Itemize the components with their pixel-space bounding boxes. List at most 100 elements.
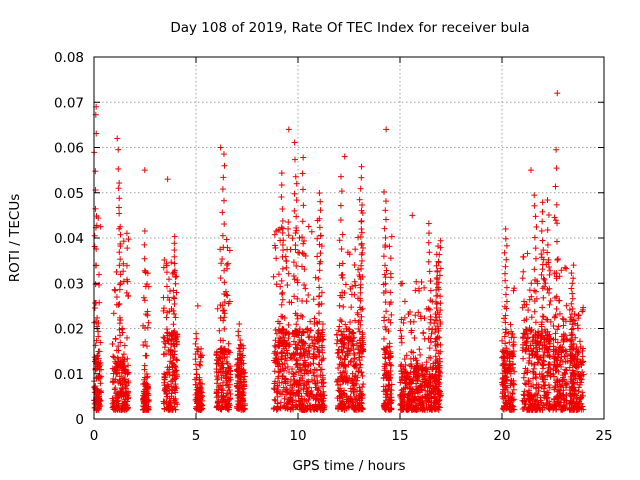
data-point [171, 368, 178, 375]
data-point [120, 278, 127, 285]
data-point [531, 266, 538, 273]
x-tick-label: 15 [391, 428, 408, 444]
data-point [342, 281, 349, 288]
data-point [219, 186, 226, 193]
data-point [217, 246, 224, 253]
data-point [161, 405, 168, 412]
data-point [219, 382, 226, 389]
data-point [383, 126, 390, 133]
data-point [164, 393, 171, 400]
data-point [278, 170, 285, 177]
data-point [359, 305, 366, 312]
data-point [340, 303, 347, 310]
data-point [225, 300, 232, 307]
data-point [214, 357, 221, 364]
data-point [223, 370, 230, 377]
data-point [193, 335, 200, 342]
data-point [238, 371, 245, 378]
data-point [213, 352, 220, 359]
x-tick-label: 10 [289, 428, 306, 444]
data-point [539, 266, 546, 273]
data-point [271, 396, 278, 403]
data-point [112, 336, 119, 343]
data-point [351, 262, 358, 269]
data-point [145, 403, 152, 410]
data-point [236, 320, 243, 327]
data-point [541, 382, 548, 389]
data-point [193, 366, 200, 373]
data-point [115, 358, 122, 365]
data-point [115, 146, 122, 153]
data-point [225, 348, 232, 355]
data-point [382, 198, 389, 205]
data-point [192, 361, 199, 368]
data-point [116, 180, 123, 187]
data-point [220, 151, 227, 158]
data-point [111, 368, 118, 375]
data-point [91, 384, 98, 391]
data-point [120, 358, 127, 365]
data-point [193, 386, 200, 393]
data-point [109, 340, 116, 347]
data-point [291, 139, 298, 146]
data-point [120, 351, 127, 358]
data-point [349, 329, 356, 336]
data-point [521, 388, 528, 395]
data-point [116, 286, 123, 293]
data-point [160, 264, 167, 271]
data-point [235, 328, 242, 335]
data-point [576, 338, 583, 345]
data-point [502, 225, 509, 232]
y-tick-label: 0.06 [54, 141, 84, 157]
data-point [170, 307, 177, 314]
data-point [123, 334, 130, 341]
y-tick-label: 0.07 [54, 95, 84, 111]
data-point [120, 260, 127, 267]
data-point [192, 381, 199, 388]
data-point [116, 326, 123, 333]
data-point [162, 386, 169, 393]
data-point [387, 255, 394, 262]
data-point [279, 217, 286, 224]
data-point [426, 230, 433, 237]
data-point [317, 198, 324, 205]
data-point [122, 379, 129, 386]
data-point [568, 285, 575, 292]
data-point [417, 351, 424, 358]
data-point [160, 294, 167, 301]
data-point [336, 302, 343, 309]
data-point [411, 334, 418, 341]
data-point [117, 280, 124, 287]
data-point [145, 319, 152, 326]
data-point [217, 275, 224, 282]
data-point [115, 301, 122, 308]
data-point [173, 289, 180, 296]
data-point [544, 226, 551, 233]
data-point [125, 395, 132, 402]
data-point [171, 267, 178, 274]
data-point [555, 323, 562, 330]
data-point [271, 231, 278, 238]
data-point [236, 380, 243, 387]
x-tick-labels: 0 5 10 15 20 25 [90, 428, 613, 444]
data-point [541, 276, 548, 283]
data-point [547, 297, 554, 304]
data-point [285, 232, 292, 239]
data-point [356, 328, 363, 335]
data-point [123, 262, 130, 269]
data-point [221, 279, 228, 286]
data-point [533, 223, 540, 230]
data-point [171, 240, 178, 247]
data-point [545, 264, 552, 271]
data-point [221, 325, 228, 332]
data-point [380, 335, 387, 342]
data-point [387, 270, 394, 277]
data-point [171, 260, 178, 267]
data-point [426, 268, 433, 275]
data-point [563, 265, 570, 272]
data-point [124, 276, 131, 283]
data-point [317, 207, 324, 214]
data-point [237, 354, 244, 361]
data-point [214, 399, 221, 406]
data-point [569, 295, 576, 302]
